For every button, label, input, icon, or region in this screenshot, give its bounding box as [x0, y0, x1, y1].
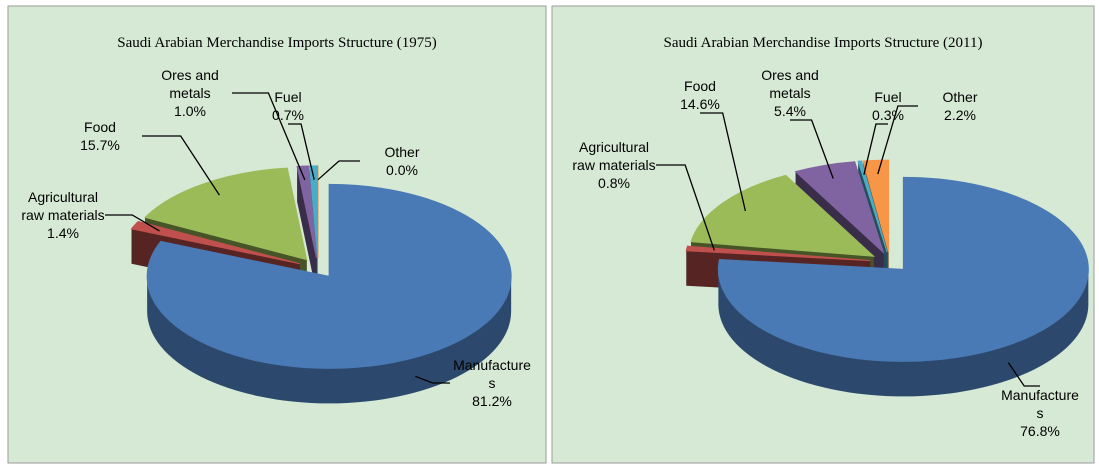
- value-label: 14.6%: [680, 96, 720, 112]
- leader-line: [288, 123, 315, 180]
- value-label: 0.3%: [872, 107, 904, 123]
- pie-slice: [685, 245, 871, 262]
- pie-slice: [309, 165, 319, 258]
- value-label: 1.0%: [174, 103, 206, 119]
- slice-side-face: [297, 166, 317, 293]
- data-label: Agricultural raw materials 0.8%: [572, 138, 656, 192]
- value-label: 81.2%: [472, 393, 512, 409]
- category-label: Food: [684, 78, 716, 94]
- leader-line: [863, 123, 888, 175]
- data-label: Fuel 0.7%: [246, 88, 330, 124]
- category-label: Ores and metals: [161, 67, 219, 101]
- chart-title: Saudi Arabian Merchandise Imports Struct…: [117, 35, 437, 51]
- value-label: 1.4%: [47, 225, 79, 241]
- pie-slice: [296, 165, 317, 259]
- chart-title: Saudi Arabian Merchandise Imports Struct…: [664, 35, 983, 51]
- pie-slice: [794, 161, 885, 255]
- category-label: Other: [384, 144, 420, 160]
- category-label: Agricultural raw materials: [21, 189, 105, 223]
- leader-line: [232, 92, 306, 181]
- value-label: 0.0%: [386, 162, 418, 178]
- value-label: 15.7%: [80, 137, 120, 153]
- data-label: Agricultural raw materials 1.4%: [21, 188, 105, 242]
- leader-line: [700, 112, 747, 212]
- leader-line: [317, 160, 360, 181]
- slice-wall: [147, 276, 512, 404]
- category-label: Manufactures: [453, 357, 531, 391]
- pie-slice: [862, 159, 890, 253]
- data-label: Fuel 0.3%: [846, 88, 930, 124]
- value-label: 0.7%: [272, 107, 304, 123]
- value-label: 5.4%: [774, 103, 806, 119]
- leader-line: [877, 105, 918, 175]
- data-label: Ores and metals 1.0%: [148, 66, 232, 120]
- category-label: Food: [84, 119, 116, 135]
- pie-slice: [690, 174, 876, 257]
- leader-line: [105, 214, 160, 232]
- leader-line: [142, 135, 220, 196]
- slice-wall: [718, 269, 1089, 397]
- data-label: Other 2.2%: [918, 88, 1002, 124]
- data-label: Ores and metals 5.4%: [748, 66, 832, 120]
- category-label: Fuel: [874, 89, 902, 105]
- data-label: Other 0.0%: [360, 143, 444, 179]
- data-label: Manufactures 76.8%: [998, 386, 1082, 440]
- category-label: Agricultural raw materials: [572, 139, 656, 173]
- value-label: 2.2%: [944, 107, 976, 123]
- category-label: Other: [942, 89, 978, 105]
- pie-slice: [857, 160, 888, 253]
- data-label: Food 15.7%: [58, 118, 142, 154]
- leader-line: [415, 375, 450, 384]
- category-label: Ores and metals: [761, 67, 819, 101]
- pie-slice: [130, 220, 300, 265]
- value-label: 0.8%: [598, 175, 630, 191]
- data-label: Manufactures 81.2%: [450, 356, 534, 410]
- leader-line: [1007, 362, 1040, 387]
- pie-slice: [717, 176, 1089, 362]
- leader-line: [656, 164, 715, 251]
- leader-line: [790, 119, 834, 179]
- category-label: Manufactures: [1001, 387, 1079, 421]
- category-label: Fuel: [274, 89, 302, 105]
- data-label: Food 14.6%: [658, 77, 742, 113]
- value-label: 76.8%: [1020, 423, 1060, 439]
- pie-slice: [146, 183, 512, 369]
- pie-slice: [144, 167, 308, 261]
